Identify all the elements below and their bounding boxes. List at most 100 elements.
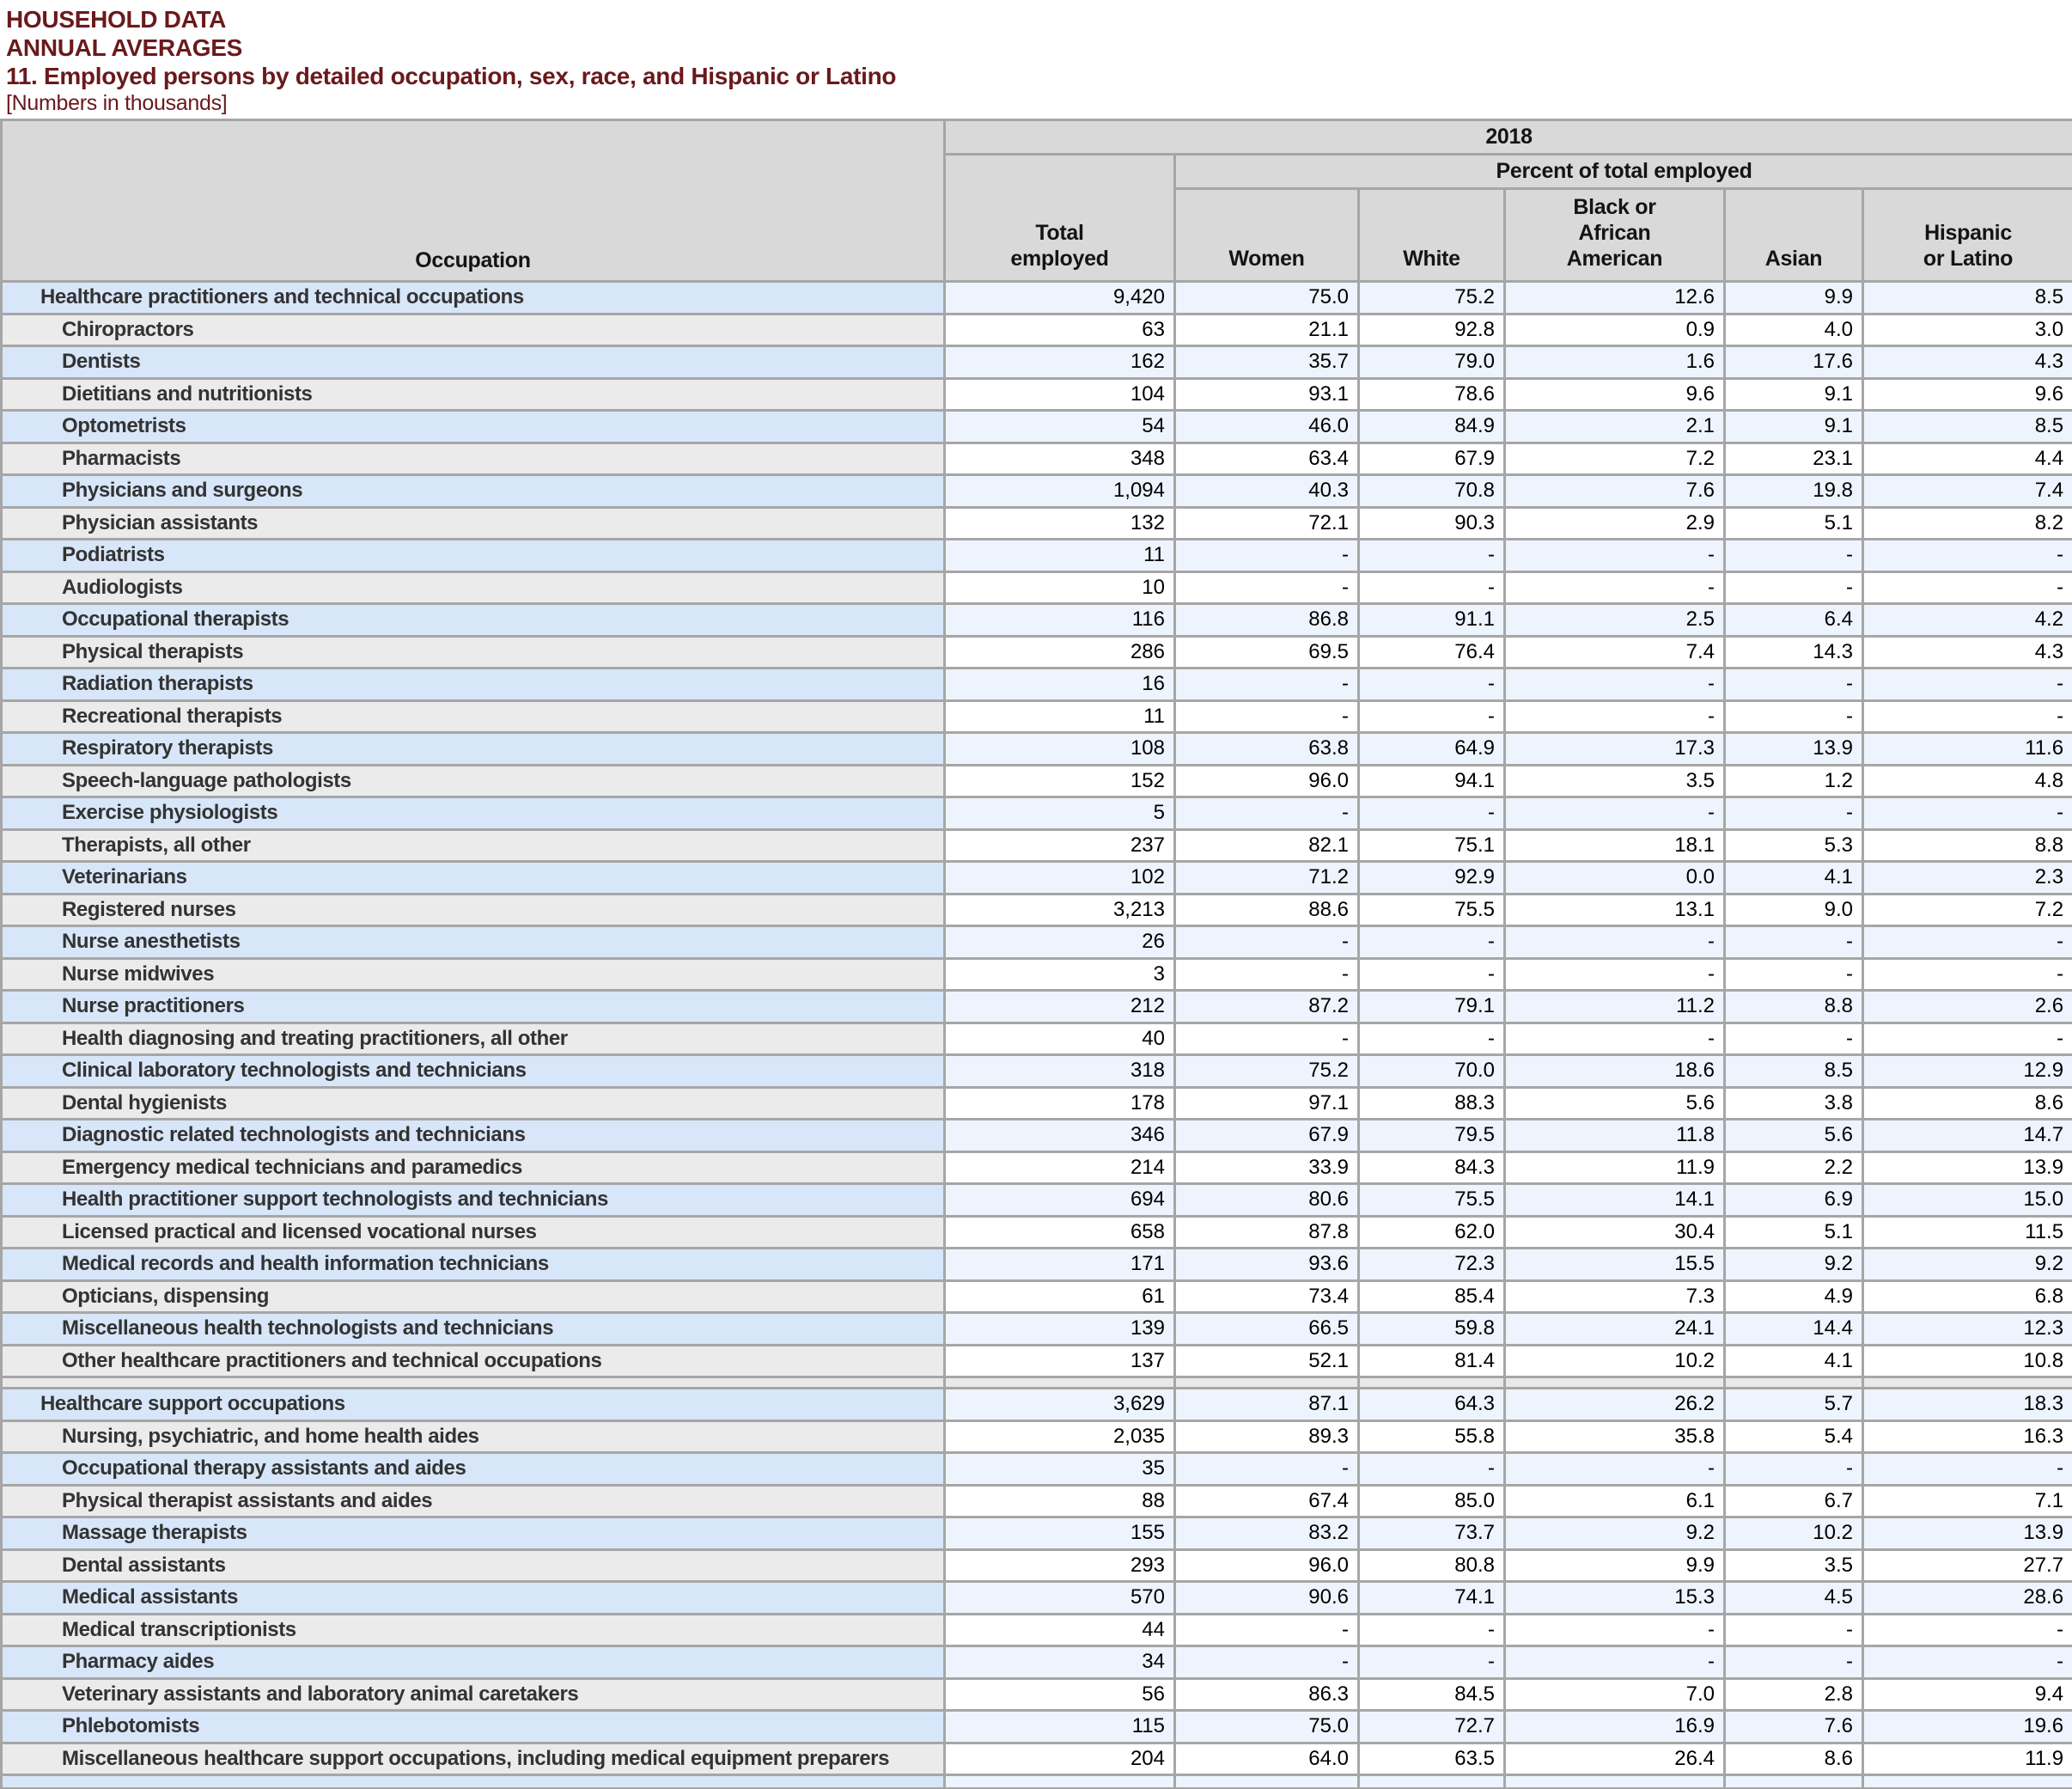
- value-cell: -: [1503, 667, 1726, 702]
- table-row: Veterinary assistants and laboratory ani…: [0, 1676, 2072, 1712]
- value-cell: 293: [943, 1548, 1176, 1583]
- value-cell: -: [1357, 925, 1506, 960]
- value-cell: 155: [943, 1516, 1176, 1551]
- value-cell: 7.2: [1861, 892, 2072, 927]
- value-cell: 3.5: [1503, 763, 1726, 798]
- value-cell: -: [1173, 796, 1360, 831]
- value-cell: 75.2: [1173, 1053, 1360, 1089]
- value-cell: 74.1: [1357, 1580, 1506, 1615]
- value-cell: 87.8: [1173, 1214, 1360, 1249]
- value-cell: 67.9: [1173, 1118, 1360, 1153]
- occupation-column-header: Occupation: [0, 119, 946, 283]
- value-cell: 6.7: [1723, 1483, 1864, 1518]
- value-cell: 24.1: [1503, 1311, 1726, 1346]
- table-row: Diagnostic related technologists and tec…: [0, 1118, 2072, 1153]
- table-row: Veterinarians 102 71.2 92.9 0.0 4.1 2.3: [0, 860, 2072, 895]
- value-cell: 96.0: [1173, 1548, 1360, 1583]
- occupation-cell: Medical records and health information t…: [0, 1247, 946, 1282]
- page-title-line3: 11. Employed persons by detailed occupat…: [6, 63, 897, 89]
- value-cell: 7.2: [1503, 441, 1726, 476]
- value-cell: 11.9: [1503, 1150, 1726, 1185]
- table-row: Nurse midwives 3- - - - -: [0, 956, 2072, 992]
- value-cell: -: [1357, 570, 1506, 605]
- table-row: Nurse anesthetists 26- - - - -: [0, 925, 2072, 960]
- value-cell: 5.1: [1723, 505, 1864, 540]
- value-cell: 1.2: [1723, 763, 1864, 798]
- occupation-cell: Miscellaneous health technologists and t…: [0, 1311, 946, 1346]
- percent-column-header-3: Asian: [1723, 187, 1864, 283]
- value-cell: -: [1861, 538, 2072, 573]
- value-cell: -: [1861, 570, 2072, 605]
- table-row: Other healthcare practitioners and techn…: [0, 1343, 2072, 1378]
- value-cell: 72.3: [1357, 1247, 1506, 1282]
- value-cell: 75.5: [1357, 1182, 1506, 1218]
- table-row: Physical therapist assistants and aides 8…: [0, 1483, 2072, 1518]
- table-row: Miscellaneous health technologists and t…: [0, 1311, 2072, 1346]
- value-cell: 4.1: [1723, 1343, 1864, 1378]
- value-cell: 56: [943, 1676, 1176, 1712]
- table-row: Dental hygienists 178 97.1 88.3 5.6 3.8 8.6: [0, 1085, 2072, 1120]
- occupation-cell: Diagnostic related technologists and tec…: [0, 1118, 946, 1153]
- table-row: Nurse practitioners 212 87.2 79.1 11.2 8.8 2.6: [0, 989, 2072, 1024]
- value-cell: 88: [943, 1483, 1176, 1518]
- empty-cell: [1173, 1376, 1360, 1389]
- value-cell: 4.2: [1861, 602, 2072, 638]
- empty-cell: [1723, 1774, 1864, 1789]
- value-cell: 14.1: [1503, 1182, 1726, 1218]
- occupation-cell: Recreational therapists: [0, 699, 946, 734]
- value-cell: 30.4: [1503, 1214, 1726, 1249]
- table-row: Chiropractors 63 21.1 92.8 0.9 4.0 3.0: [0, 312, 2072, 347]
- value-cell: 34: [943, 1645, 1176, 1680]
- value-cell: 694: [943, 1182, 1176, 1218]
- occupation-cell: Nurse anesthetists: [0, 925, 946, 960]
- value-cell: -: [1861, 1612, 2072, 1647]
- value-cell: 3.5: [1723, 1548, 1864, 1583]
- table-row: Medical assistants 570 90.6 74.1 15.3 4.5 28.6: [0, 1580, 2072, 1615]
- value-cell: 16.3: [1861, 1419, 2072, 1454]
- table-row: Respiratory therapists 108 63.8 64.9 17.3 13.…: [0, 731, 2072, 766]
- value-cell: 15.5: [1503, 1247, 1726, 1282]
- value-cell: 18.1: [1503, 827, 1726, 863]
- value-cell: -: [1357, 956, 1506, 992]
- value-cell: -: [1503, 1612, 1726, 1647]
- value-cell: 132: [943, 505, 1176, 540]
- value-cell: 63.4: [1173, 441, 1360, 476]
- table-row: Physicians and surgeons 1,094 40.3 70.8 7.6 1…: [0, 473, 2072, 509]
- value-cell: 72.1: [1173, 505, 1360, 540]
- value-cell: 8.5: [1723, 1053, 1864, 1089]
- occupation-cell: Speech-language pathologists: [0, 763, 946, 798]
- value-cell: -: [1503, 1021, 1726, 1056]
- table-row: Phlebotomists 115 75.0 72.7 16.9 7.6 19.6: [0, 1709, 2072, 1744]
- value-cell: 73.4: [1173, 1279, 1360, 1314]
- value-cell: -: [1723, 667, 1864, 702]
- value-cell: 178: [943, 1085, 1176, 1120]
- table-row: Recreational therapists 11- - - - -: [0, 699, 2072, 734]
- numbers-note: [Numbers in thousands]: [6, 91, 228, 115]
- occupation-cell: Physicians and surgeons: [0, 473, 946, 509]
- value-cell: 6.4: [1723, 602, 1864, 638]
- value-cell: 1,094: [943, 473, 1176, 509]
- value-cell: 8.5: [1861, 280, 2072, 315]
- empty-cell: [1173, 1774, 1360, 1789]
- occupation-cell: Veterinary assistants and laboratory ani…: [0, 1676, 946, 1712]
- occupation-cell: Optometrists: [0, 409, 946, 444]
- value-cell: 570: [943, 1580, 1176, 1615]
- value-cell: 73.7: [1357, 1516, 1506, 1551]
- value-cell: 97.1: [1173, 1085, 1360, 1120]
- value-cell: 14.3: [1723, 634, 1864, 669]
- value-cell: 11.9: [1861, 1741, 2072, 1776]
- value-cell: -: [1723, 796, 1864, 831]
- table-row: Physical therapists 286 69.5 76.4 7.4 14.3 4.3: [0, 634, 2072, 669]
- value-cell: 14.7: [1861, 1118, 2072, 1153]
- value-cell: 64.0: [1173, 1741, 1360, 1776]
- value-cell: -: [1861, 956, 2072, 992]
- value-cell: 87.2: [1173, 989, 1360, 1024]
- value-cell: 75.5: [1357, 892, 1506, 927]
- value-cell: 3: [943, 956, 1176, 992]
- empty-cell: [0, 1774, 946, 1789]
- value-cell: 16: [943, 667, 1176, 702]
- value-cell: -: [1503, 1451, 1726, 1487]
- value-cell: 0.9: [1503, 312, 1726, 347]
- value-cell: 11.8: [1503, 1118, 1726, 1153]
- occupation-cell: Nurse midwives: [0, 956, 946, 992]
